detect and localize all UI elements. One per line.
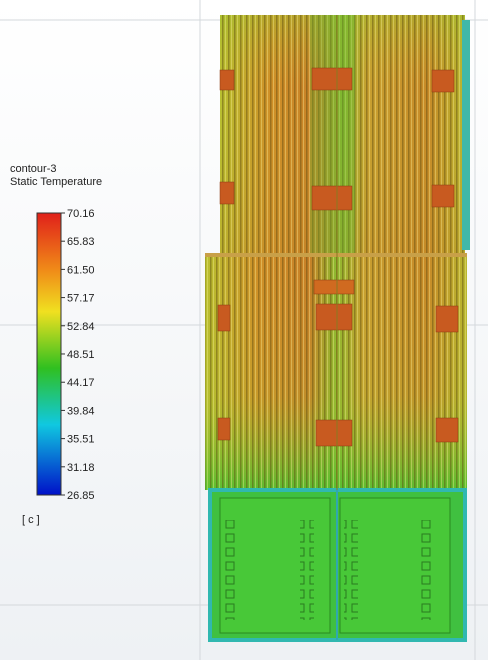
- colorbar: [37, 213, 61, 495]
- colorbar-label: 70.16: [67, 208, 95, 220]
- colorbar-label: 61.50: [67, 264, 95, 276]
- colorbar-label: 65.83: [67, 236, 95, 248]
- legend-quantity: Static Temperature: [10, 176, 102, 188]
- legend-unit: [ c ]: [22, 514, 40, 526]
- colorbar-label: 35.51: [67, 434, 95, 446]
- legend-name: contour-3: [10, 163, 56, 175]
- colorbar-label: 31.18: [67, 462, 95, 474]
- colorbar-label: 48.51: [67, 349, 95, 361]
- colorbar-label: 52.84: [67, 321, 95, 333]
- page: contour-3 Static Temperature 70.16 65.83 6…: [0, 0, 488, 660]
- viewport: contour-3 Static Temperature 70.16 65.83 6…: [0, 0, 488, 660]
- colorbar-label: 57.17: [67, 293, 95, 305]
- colorbar-label: 39.84: [67, 405, 95, 417]
- colorbar-label: 44.17: [67, 377, 95, 389]
- model: [205, 15, 470, 640]
- colorbar-label: 26.85: [67, 490, 95, 502]
